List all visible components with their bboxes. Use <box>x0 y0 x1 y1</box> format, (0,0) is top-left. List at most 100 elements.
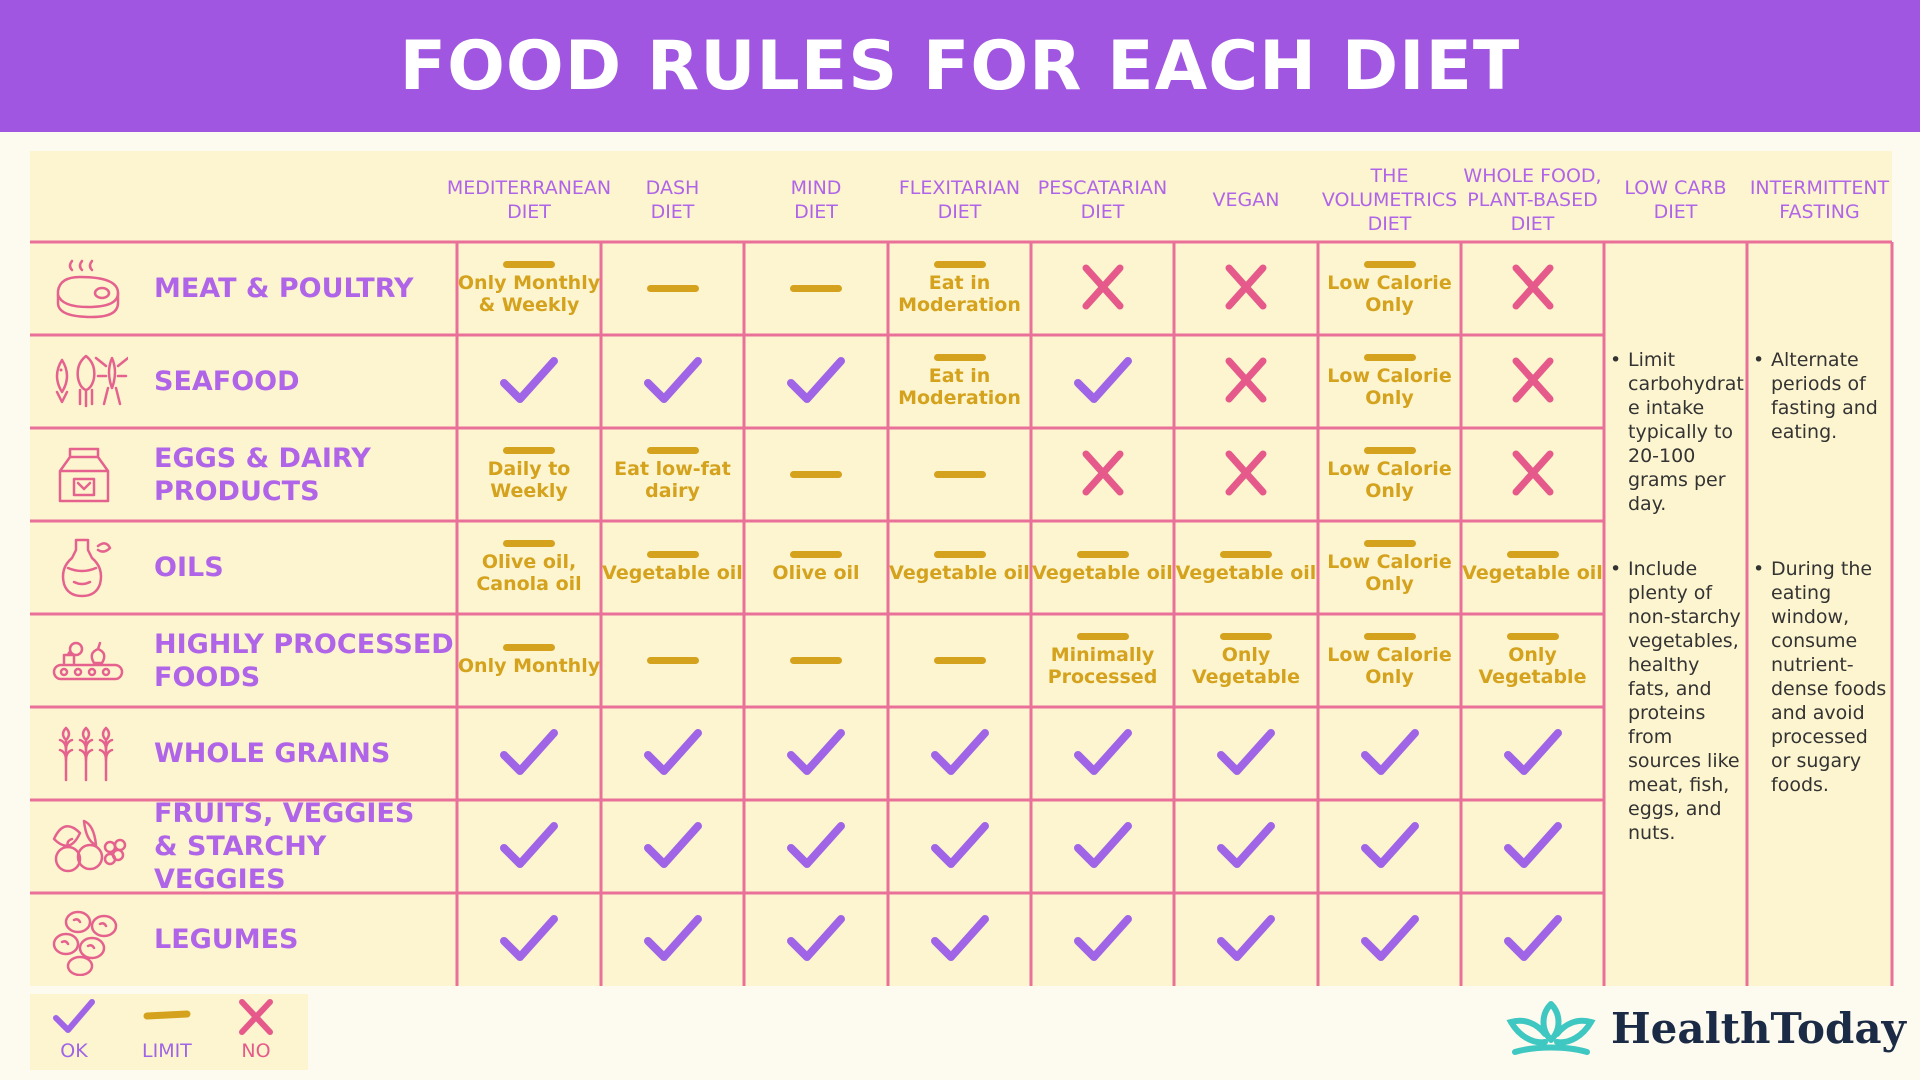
legend-no: NO <box>236 998 276 1062</box>
ok-mark <box>1072 725 1134 783</box>
rule-cell-ok <box>1174 800 1318 893</box>
ok-mark <box>642 353 704 411</box>
cell-note: Only Vegetable <box>1478 644 1587 688</box>
rule-cell-ok <box>1174 893 1318 986</box>
lotus-icon <box>1506 1001 1596 1055</box>
conveyor-icon <box>38 614 138 707</box>
column-header: WHOLE FOOD, PLANT-BASED DIET <box>1463 165 1602 235</box>
cell-note: Eat in Moderation <box>898 365 1021 409</box>
brand-name: HealthToday <box>1611 1003 1906 1053</box>
limit-mark <box>933 261 986 268</box>
note-text: Include plenty of non-starchy vegetables… <box>1628 558 1741 844</box>
legend-limit-label: LIMIT <box>142 1040 192 1062</box>
ok-mark <box>785 353 847 411</box>
ok-mark <box>1359 911 1421 969</box>
limit-mark <box>503 261 555 268</box>
cell-note: Minimally Processed <box>1047 644 1158 688</box>
cell-note: Vegetable oil <box>602 562 743 584</box>
rule-cell-ok <box>744 800 888 893</box>
rule-cell-limit <box>888 614 1031 707</box>
fruits-veggies-icon <box>38 800 138 893</box>
bullet: • <box>1610 349 1622 371</box>
rule-cell-no <box>1174 242 1318 335</box>
rule-cell-limit <box>744 428 888 521</box>
limit-mark <box>933 657 986 664</box>
ok-mark <box>642 725 704 783</box>
rule-cell-no <box>1461 242 1604 335</box>
diet-note: • Include plenty of non-starchy vegetable… <box>1610 557 1742 845</box>
ok-mark <box>498 725 560 783</box>
legend-no-label: NO <box>241 1040 271 1062</box>
rule-cell-limit: Eat in Moderation <box>888 242 1031 335</box>
bullet: • <box>1753 558 1765 580</box>
rule-cell-no <box>1461 428 1604 521</box>
rule-cell-limit: Vegetable oil <box>1031 521 1174 614</box>
milk-carton-icon <box>38 428 138 521</box>
rule-cell-ok <box>1461 800 1604 893</box>
rule-cell-limit: Only Vegetable <box>1461 614 1604 707</box>
no-mark <box>1221 262 1271 316</box>
cell-note: Low Calorie Only <box>1327 551 1452 595</box>
rule-cell-limit: Daily to Weekly <box>457 428 601 521</box>
ok-mark <box>1072 353 1134 411</box>
rule-cell-ok <box>1318 707 1461 800</box>
cell-note: Low Calorie Only <box>1327 458 1452 502</box>
rule-cell-limit: Low Calorie Only <box>1318 521 1461 614</box>
rule-cell-limit <box>601 614 744 707</box>
cell-note: Only Monthly <box>457 655 601 677</box>
rule-cell-limit: Vegetable oil <box>1461 521 1604 614</box>
limit-mark <box>1363 633 1416 640</box>
rule-cell-limit: Low Calorie Only <box>1318 242 1461 335</box>
limit-mark <box>1076 551 1129 558</box>
rule-cell-ok <box>744 335 888 428</box>
legend: OK LIMIT NO <box>30 994 308 1070</box>
column-header: THE VOLUMETRICS DIET <box>1321 165 1458 235</box>
ok-mark <box>1502 725 1564 783</box>
limit-mark <box>646 447 699 454</box>
column-header: FLEXITARIAN DIET <box>898 177 1021 223</box>
rule-cell-ok <box>888 893 1031 986</box>
limit-mark <box>933 354 986 361</box>
diet-note: • Limit carbohydrat e intake typically to… <box>1610 348 1744 516</box>
ok-mark <box>642 911 704 969</box>
note-text: During the eating window, consume nutrie… <box>1771 558 1887 796</box>
column-header: MEDITERRANEAN DIET <box>446 177 612 223</box>
no-mark <box>1508 262 1558 316</box>
ok-mark <box>929 725 991 783</box>
no-mark <box>1508 355 1558 409</box>
cell-note: Vegetable oil <box>1462 562 1603 584</box>
ok-mark <box>1215 911 1277 969</box>
rule-cell-limit <box>888 428 1031 521</box>
limit-mark <box>790 471 842 478</box>
cell-note: Eat low-fat dairy <box>614 458 731 502</box>
limit-mark <box>1363 261 1416 268</box>
limit-mark <box>503 644 555 651</box>
rule-cell-limit: Vegetable oil <box>1174 521 1318 614</box>
row-label: HIGHLY PROCESSED FOODS <box>154 628 454 693</box>
cell-note: Vegetable oil <box>1175 562 1317 584</box>
note-text: Limit carbohydrat e intake typically to … <box>1628 349 1744 515</box>
rule-cell-no <box>1174 335 1318 428</box>
legumes-icon <box>38 893 138 986</box>
rule-cell-no <box>1031 242 1174 335</box>
rule-cell-ok <box>1318 800 1461 893</box>
cell-note: Eat in Moderation <box>898 272 1021 316</box>
limit-mark <box>790 551 842 558</box>
no-mark <box>1078 448 1128 502</box>
limit-mark <box>1220 551 1272 558</box>
bullet: • <box>1610 558 1622 580</box>
no-mark <box>1221 448 1271 502</box>
rule-cell-ok <box>457 893 601 986</box>
no-mark <box>1221 355 1271 409</box>
ok-mark <box>929 911 991 969</box>
rule-cell-no <box>1461 335 1604 428</box>
row-label: LEGUMES <box>154 924 299 955</box>
header-band <box>30 151 1892 242</box>
meat-icon <box>38 242 138 335</box>
ok-mark <box>785 818 847 876</box>
column-header: LOW CARB DIET <box>1624 177 1727 223</box>
ok-mark <box>929 818 991 876</box>
limit-mark <box>1363 540 1416 547</box>
rule-cell-limit: Olive oil <box>744 521 888 614</box>
rule-cell-limit: Vegetable oil <box>888 521 1031 614</box>
